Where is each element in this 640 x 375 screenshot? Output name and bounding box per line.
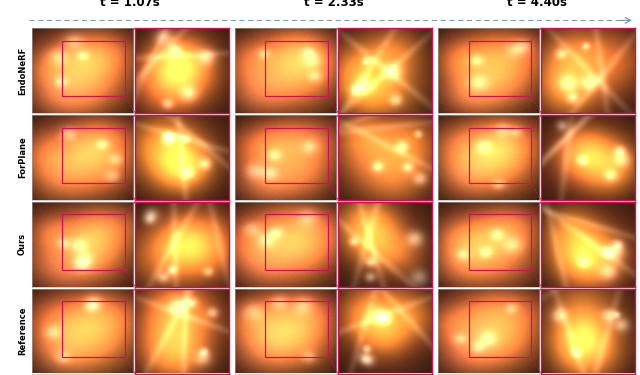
Bar <box>266 128 328 183</box>
Bar <box>62 214 125 270</box>
Text: t = 2.33s: t = 2.33s <box>303 0 364 9</box>
Bar <box>62 128 125 183</box>
Text: t = 1.07s: t = 1.07s <box>100 0 160 9</box>
Bar <box>468 214 531 270</box>
Bar <box>468 41 531 96</box>
Bar <box>62 41 125 96</box>
Bar <box>266 301 328 357</box>
Text: EndoNeRF: EndoNeRF <box>18 46 27 95</box>
Bar <box>266 214 328 270</box>
Text: Ours: Ours <box>18 233 27 255</box>
Text: t = 4.40s: t = 4.40s <box>506 0 566 9</box>
Bar <box>62 301 125 357</box>
Text: Reference: Reference <box>18 307 27 355</box>
Text: ForPlane: ForPlane <box>18 136 27 178</box>
Bar <box>266 41 328 96</box>
Bar <box>468 301 531 357</box>
Bar <box>468 128 531 183</box>
